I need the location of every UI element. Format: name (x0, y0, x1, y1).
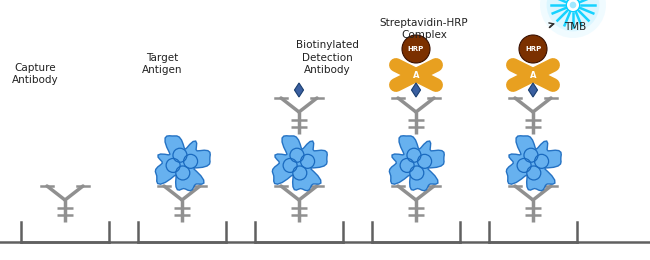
Text: HRP: HRP (408, 46, 424, 52)
Polygon shape (411, 83, 421, 97)
Text: Capture
Antibody: Capture Antibody (12, 63, 58, 85)
Polygon shape (528, 83, 538, 97)
Polygon shape (389, 136, 444, 191)
Polygon shape (294, 83, 304, 97)
Text: A: A (413, 70, 419, 80)
Polygon shape (155, 136, 210, 191)
FancyArrowPatch shape (549, 23, 554, 28)
Text: TMB: TMB (564, 22, 586, 32)
Circle shape (540, 0, 606, 38)
Text: Target
Antigen: Target Antigen (142, 53, 182, 75)
Polygon shape (506, 136, 561, 191)
Circle shape (566, 0, 580, 12)
Circle shape (402, 35, 430, 63)
Text: Biotinylated
Detection
Antibody: Biotinylated Detection Antibody (296, 40, 358, 75)
Text: Streptavidin-HRP
Complex: Streptavidin-HRP Complex (380, 18, 468, 40)
Text: A: A (530, 70, 536, 80)
Circle shape (547, 0, 599, 31)
Polygon shape (272, 136, 327, 191)
Circle shape (519, 35, 547, 63)
Circle shape (569, 2, 577, 8)
Text: HRP: HRP (525, 46, 541, 52)
